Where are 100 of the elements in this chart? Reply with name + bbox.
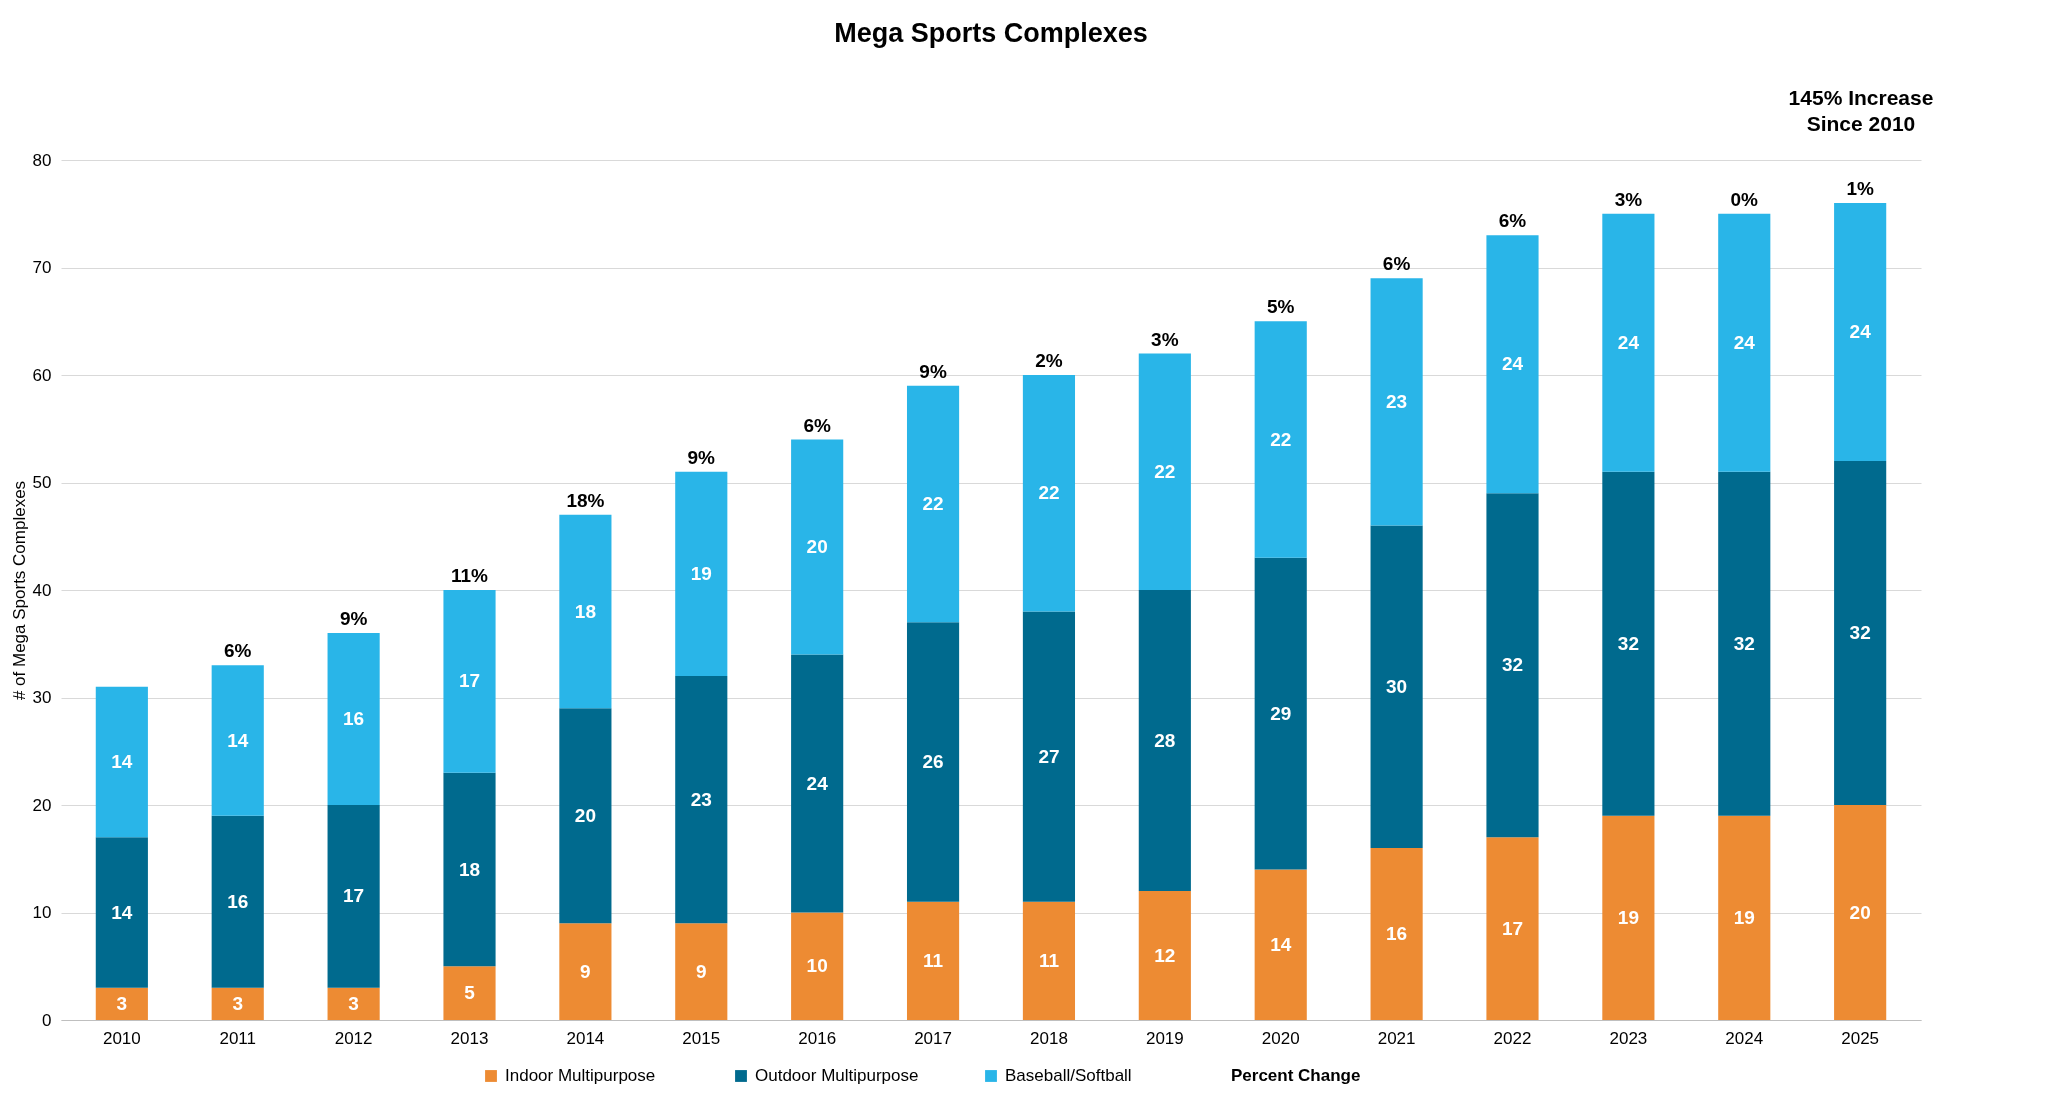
x-tick-label: 2020 [1261,1028,1300,1048]
data-label: 20 [574,804,596,826]
data-label: 27 [1038,745,1060,767]
annotation: 9% [919,360,947,382]
x-tick-label: 2010 [102,1028,141,1048]
bar [443,590,496,773]
annotation: 2% [1035,350,1063,371]
y-tick-label: 0 [42,1010,52,1030]
data-label: 20 [806,536,828,557]
annotation: 1% [1846,178,1874,199]
data-label: 11 [1038,949,1060,971]
bar [906,622,960,902]
bar [1370,848,1423,1020]
y-tick-label: 80 [32,150,52,170]
annotation: 6% [803,414,831,436]
data-label: 3 [116,992,128,1014]
data-label: 17 [343,885,365,907]
data-label: 19 [1733,906,1755,928]
bar [1254,557,1307,870]
data-label: 14 [1270,933,1292,955]
data-label: 11 [923,949,944,971]
y-tick-label: 70 [32,258,52,277]
bar [1486,493,1539,838]
data-label: 14 [111,751,133,772]
annotation: 0% [1730,188,1759,210]
data-label: 30 [1386,675,1408,697]
bar [559,708,612,924]
data-label: 22 [1038,482,1060,504]
bar [1718,471,1771,816]
bar [1370,278,1423,526]
data-label: 3 [232,992,244,1014]
bar [443,966,496,1020]
annotation: 6% [1498,210,1527,232]
data-label: 24 [1849,321,1872,342]
y-tick-label: 10 [32,903,52,922]
x-tick-label: 2019 [1145,1028,1184,1048]
data-label: 23 [690,788,712,810]
data-label: 5 [464,982,476,1004]
bar [1138,353,1191,590]
bar [1022,375,1076,612]
data-label: 3 [348,992,359,1014]
x-tick-label: 2011 [219,1028,257,1048]
x-tick-label: 2023 [1609,1028,1648,1048]
x-tick-label: 2024 [1725,1028,1764,1048]
bar [1486,235,1539,494]
bar [1834,203,1887,461]
x-tick-label: 2022 [1493,1028,1532,1048]
data-label: 14 [111,901,133,923]
data-label: 24 [1617,331,1640,353]
bar [1370,525,1423,848]
legend-label: Outdoor Multipurpose [755,1066,919,1085]
text: Percent Change [1231,1066,1361,1085]
bar [1602,471,1655,816]
annotation: 6% [1382,253,1411,275]
bar [95,987,148,1020]
x-tick-label: 2013 [450,1028,489,1048]
bar [675,923,728,1020]
x-tick-label: 2021 [1377,1028,1416,1048]
data-label: 16 [1386,923,1408,944]
data-label: 24 [806,772,829,794]
bar [327,805,380,988]
annotation: 9% [687,446,716,468]
annotation: 6% [223,640,252,662]
annotation: 9% [339,608,368,629]
bar [791,912,844,1020]
chart-title: Mega Sports Complexes [834,18,1148,48]
data-label: 19 [1617,906,1639,928]
x-tick-label: 2025 [1841,1028,1880,1048]
y-axis-title: # of Mega Sports Complexes [9,480,29,701]
data-label: 29 [1270,702,1292,724]
bar [211,665,264,816]
y-tick-label: 40 [32,580,52,600]
y-tick-label: 50 [32,473,52,492]
bar [1834,805,1887,1020]
x-tick-label: 2014 [566,1028,605,1048]
bar [327,987,380,1020]
bar [95,837,148,988]
data-label: 20 [1849,901,1871,923]
data-label: 19 [690,562,712,584]
legend-label: Baseball/Softball [1005,1066,1132,1085]
data-label: 17 [1501,917,1524,939]
x-tick-label: 2015 [682,1028,721,1048]
annotation: 18% [566,489,605,511]
x-tick-label: 2016 [798,1028,837,1048]
data-label: 17 [458,670,481,692]
bar [95,686,148,838]
bar [1718,213,1771,472]
bar [1138,891,1191,1020]
text: 145% Increase Since 2010 [1788,86,1934,135]
data-label: 22 [1154,460,1176,482]
data-label: 24 [1501,353,1524,375]
bar [791,654,844,913]
legend-label: Indoor Multipurpose [505,1066,656,1085]
bar [1486,837,1539,1020]
data-label: 22 [1270,428,1292,450]
data-label: 24 [1733,331,1756,353]
data-label: 12 [1154,944,1176,966]
data-label: 23 [1386,390,1408,412]
y-tick-label: 60 [32,365,52,385]
data-label: 18 [458,858,481,880]
